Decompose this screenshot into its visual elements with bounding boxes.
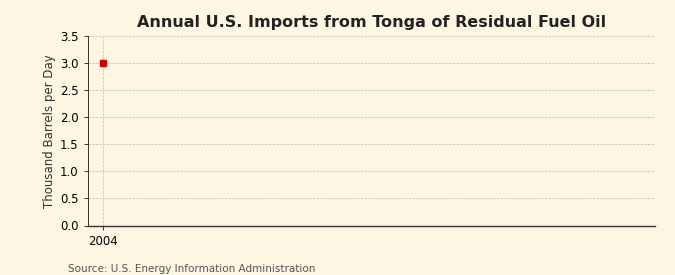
Title: Annual U.S. Imports from Tonga of Residual Fuel Oil: Annual U.S. Imports from Tonga of Residu…	[136, 15, 606, 31]
Y-axis label: Thousand Barrels per Day: Thousand Barrels per Day	[43, 54, 56, 208]
Text: Source: U.S. Energy Information Administration: Source: U.S. Energy Information Administ…	[68, 264, 315, 274]
